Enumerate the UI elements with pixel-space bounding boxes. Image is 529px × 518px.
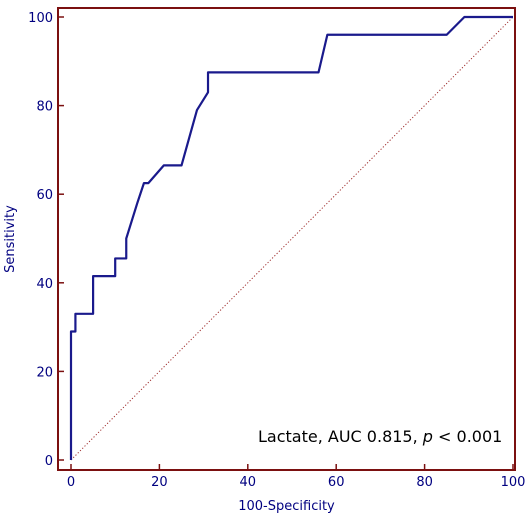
annotation-prefix: Lactate, AUC 0.815, (258, 427, 423, 446)
y-tick-label-3: 60 (36, 188, 53, 203)
y-tick-label-2: 40 (36, 277, 53, 292)
x-tick-label-0: 0 (67, 475, 75, 490)
tick-labels: 0 20 40 60 80 100 0 20 40 60 80 100 (28, 11, 525, 490)
x-tick-label-2: 40 (240, 475, 257, 490)
plot-frame (57, 7, 516, 471)
annotation-suffix: < 0.001 (433, 427, 502, 446)
x-tick-label-1: 20 (151, 475, 168, 490)
annotation-p-symbol: p (422, 427, 433, 446)
y-tick-label-4: 80 (36, 100, 53, 115)
x-tick-label-3: 60 (328, 475, 345, 490)
x-tick-label-5: 100 (501, 475, 526, 490)
roc-curve-line (69, 15, 513, 460)
reference-diagonal-line (70, 16, 514, 461)
y-tick-label-1: 20 (36, 365, 53, 380)
y-tick-label-0: 0 (45, 454, 53, 469)
y-tick-label-5: 100 (28, 11, 53, 26)
y-axis-title: Sensitivity (3, 205, 18, 273)
auc-annotation: Lactate, AUC 0.815, p < 0.001 (258, 427, 502, 446)
x-tick-label-4: 80 (416, 475, 433, 490)
x-axis-title: 100-Specificity (238, 499, 335, 514)
